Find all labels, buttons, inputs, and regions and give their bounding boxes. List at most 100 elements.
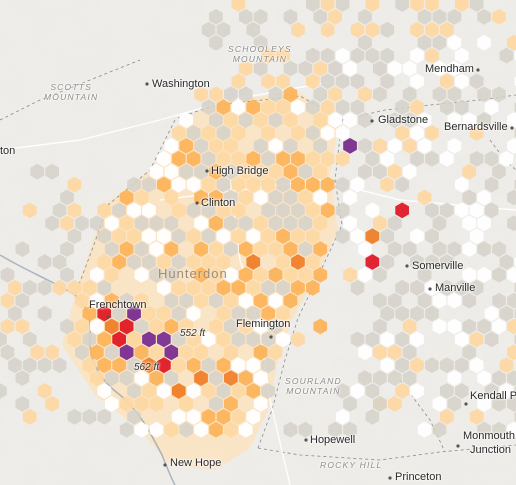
hex-grey [395, 279, 409, 296]
hex-white [507, 267, 516, 283]
hex-white [477, 396, 491, 412]
hex-dark-orange [365, 228, 380, 245]
hex-white [507, 112, 516, 128]
hex-grey [22, 331, 37, 348]
hex-grey [432, 241, 447, 257]
hex-grey [52, 202, 67, 219]
hex-light-orange [268, 163, 283, 180]
hex-orange [209, 163, 223, 180]
hex-grey [216, 125, 231, 141]
hex-white [410, 228, 424, 245]
hex-light-orange [387, 396, 402, 412]
hex-grey [425, 228, 439, 245]
hex-red [112, 331, 126, 348]
hex-grey [30, 163, 45, 180]
hex-grey [268, 86, 283, 103]
hex-light-orange [186, 228, 201, 245]
hex-grey [37, 305, 52, 322]
hex-grey [447, 9, 462, 25]
hex-grey [454, 279, 469, 296]
hex-light-orange [306, 73, 320, 90]
hex-orange [164, 318, 179, 335]
hex-white [380, 331, 395, 348]
hex-white [447, 370, 462, 386]
hex-light-orange [462, 163, 477, 180]
hex-light-orange [119, 396, 134, 412]
hex-grey [268, 189, 283, 206]
hex-grey [0, 331, 7, 348]
hex-grey [142, 176, 156, 193]
hex-light-orange [261, 73, 275, 90]
hex-light-orange [507, 318, 516, 335]
hex-grey [104, 241, 119, 257]
hex-grey [306, 125, 320, 141]
hex-grey [209, 9, 223, 25]
hex-orange [216, 99, 231, 116]
hex-light-orange [22, 202, 37, 219]
hex-light-orange [194, 292, 208, 309]
hex-white [410, 331, 424, 348]
hex-grey [365, 383, 380, 399]
hex-grey [343, 396, 357, 412]
hex-light-orange [365, 0, 380, 12]
hex-orange [157, 176, 171, 193]
hex-grey [380, 254, 395, 270]
hex-light-orange [291, 21, 305, 38]
hex-light-orange [142, 305, 156, 322]
hex-light-orange [238, 60, 253, 77]
hex-light-orange [328, 9, 342, 25]
hex-grey [320, 73, 335, 90]
hex-grey [186, 125, 201, 141]
hex-light-orange [186, 279, 201, 296]
hex-grey [335, 202, 350, 219]
hex-orange [186, 357, 201, 374]
town-somerville: Somerville [412, 260, 464, 272]
hex-white [343, 189, 357, 206]
hex-light-orange [209, 267, 223, 283]
hex-light-orange [216, 305, 231, 322]
hex-purple [142, 331, 156, 348]
hex-light-orange [469, 125, 484, 141]
hex-grey [261, 202, 275, 219]
hex-grey [291, 202, 305, 219]
hex-grey [127, 408, 141, 425]
hex-grey [469, 0, 484, 12]
hex-grey [499, 254, 514, 270]
hex-grey [358, 112, 372, 128]
hex-white [410, 47, 424, 64]
hex-grey [402, 241, 417, 257]
hex-grey [313, 86, 328, 103]
hex-grey [365, 408, 380, 425]
hex-light-orange [306, 254, 320, 270]
hex-grey [201, 202, 216, 219]
hex-grey [238, 215, 253, 232]
hex-grey [462, 318, 477, 335]
hex-grey [477, 112, 491, 128]
hex-grey [395, 305, 409, 322]
hex-grey [469, 150, 484, 167]
hex-orange [253, 344, 268, 361]
hex-grey [127, 357, 141, 374]
hex-white [358, 241, 372, 257]
hex-white [462, 112, 477, 128]
hex-grey [373, 86, 387, 103]
hex-white [380, 150, 395, 167]
hex-white [313, 189, 328, 206]
hex-light-orange [440, 73, 454, 90]
town-new-hope: New Hope [170, 457, 222, 469]
hex-grey [358, 138, 372, 154]
hex-grey [67, 408, 82, 425]
hex-white [142, 202, 156, 219]
hex-grey [209, 370, 223, 386]
hex-white [253, 396, 268, 412]
hex-light-orange [194, 344, 208, 361]
hex-light-orange [380, 176, 395, 193]
hex-white [164, 163, 179, 180]
hex-grey [268, 318, 283, 335]
hex-light-orange [306, 228, 320, 245]
hex-grey [410, 279, 424, 296]
hex-grey [395, 331, 409, 348]
hex-grey [90, 215, 104, 232]
hex-light-orange [194, 86, 208, 103]
